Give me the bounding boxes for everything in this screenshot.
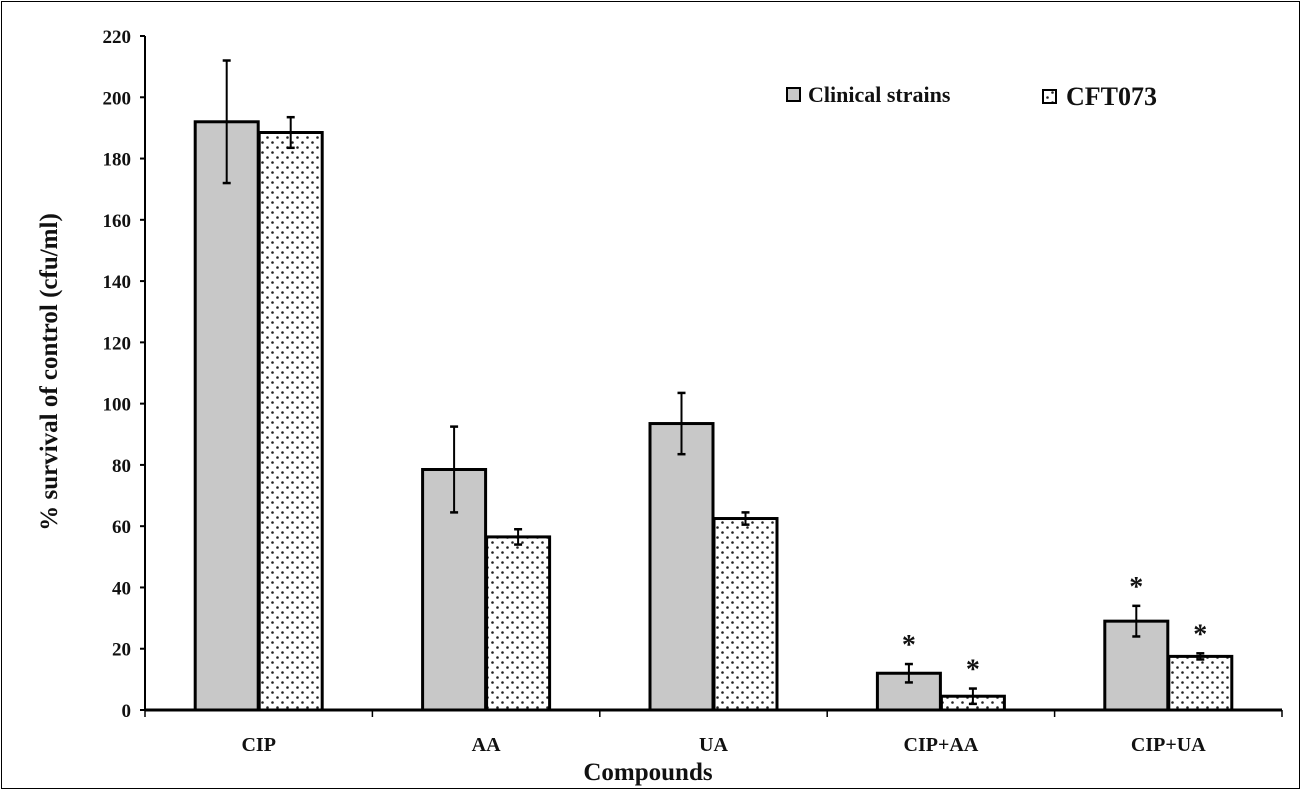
significance-marker: *	[1193, 619, 1207, 650]
bar-aa-series-2	[485, 535, 552, 712]
y-tick-label: 220	[103, 27, 132, 48]
x-tick-label: AA	[472, 734, 501, 756]
legend-swatch-clinical	[786, 87, 801, 102]
y-tick-label: 180	[103, 150, 132, 171]
x-tick-label: UA	[699, 734, 728, 756]
y-tick-label: 20	[112, 640, 131, 661]
y-tick-label: 200	[103, 88, 132, 109]
x-tick-label: CIP	[241, 734, 275, 756]
significance-marker: *	[1129, 572, 1143, 603]
y-tick-label: 120	[103, 333, 132, 354]
y-tick-label: 60	[112, 517, 131, 538]
bar-cip-ua-series-2	[1167, 654, 1234, 712]
x-tick-label: CIP+UA	[1131, 734, 1206, 756]
y-tick-label: 0	[122, 701, 132, 722]
bar-ua-series-1	[648, 422, 715, 712]
legend-swatch-cft073	[1042, 89, 1057, 104]
y-tick-label: 100	[103, 395, 132, 416]
significance-marker: *	[902, 630, 916, 661]
y-tick-label: 140	[103, 272, 132, 293]
x-tick-label: CIP+AA	[904, 734, 979, 756]
y-tick-label: 160	[103, 211, 132, 232]
bar-cip-series-1	[193, 120, 260, 712]
significance-marker: *	[966, 655, 980, 686]
bar-ua-series-2	[712, 517, 779, 712]
legend: Clinical strains CFT073	[786, 82, 1157, 111]
y-axis-title: % survival of control (cfu/ml)	[36, 213, 63, 531]
y-tick-label: 40	[112, 578, 131, 599]
y-tick-label: 80	[112, 456, 131, 477]
legend-label-cft073: CFT073	[1066, 82, 1157, 111]
x-axis-title: Compounds	[583, 759, 712, 786]
legend-label-clinical: Clinical strains	[808, 82, 951, 107]
bar-cip-series-2	[257, 131, 324, 712]
